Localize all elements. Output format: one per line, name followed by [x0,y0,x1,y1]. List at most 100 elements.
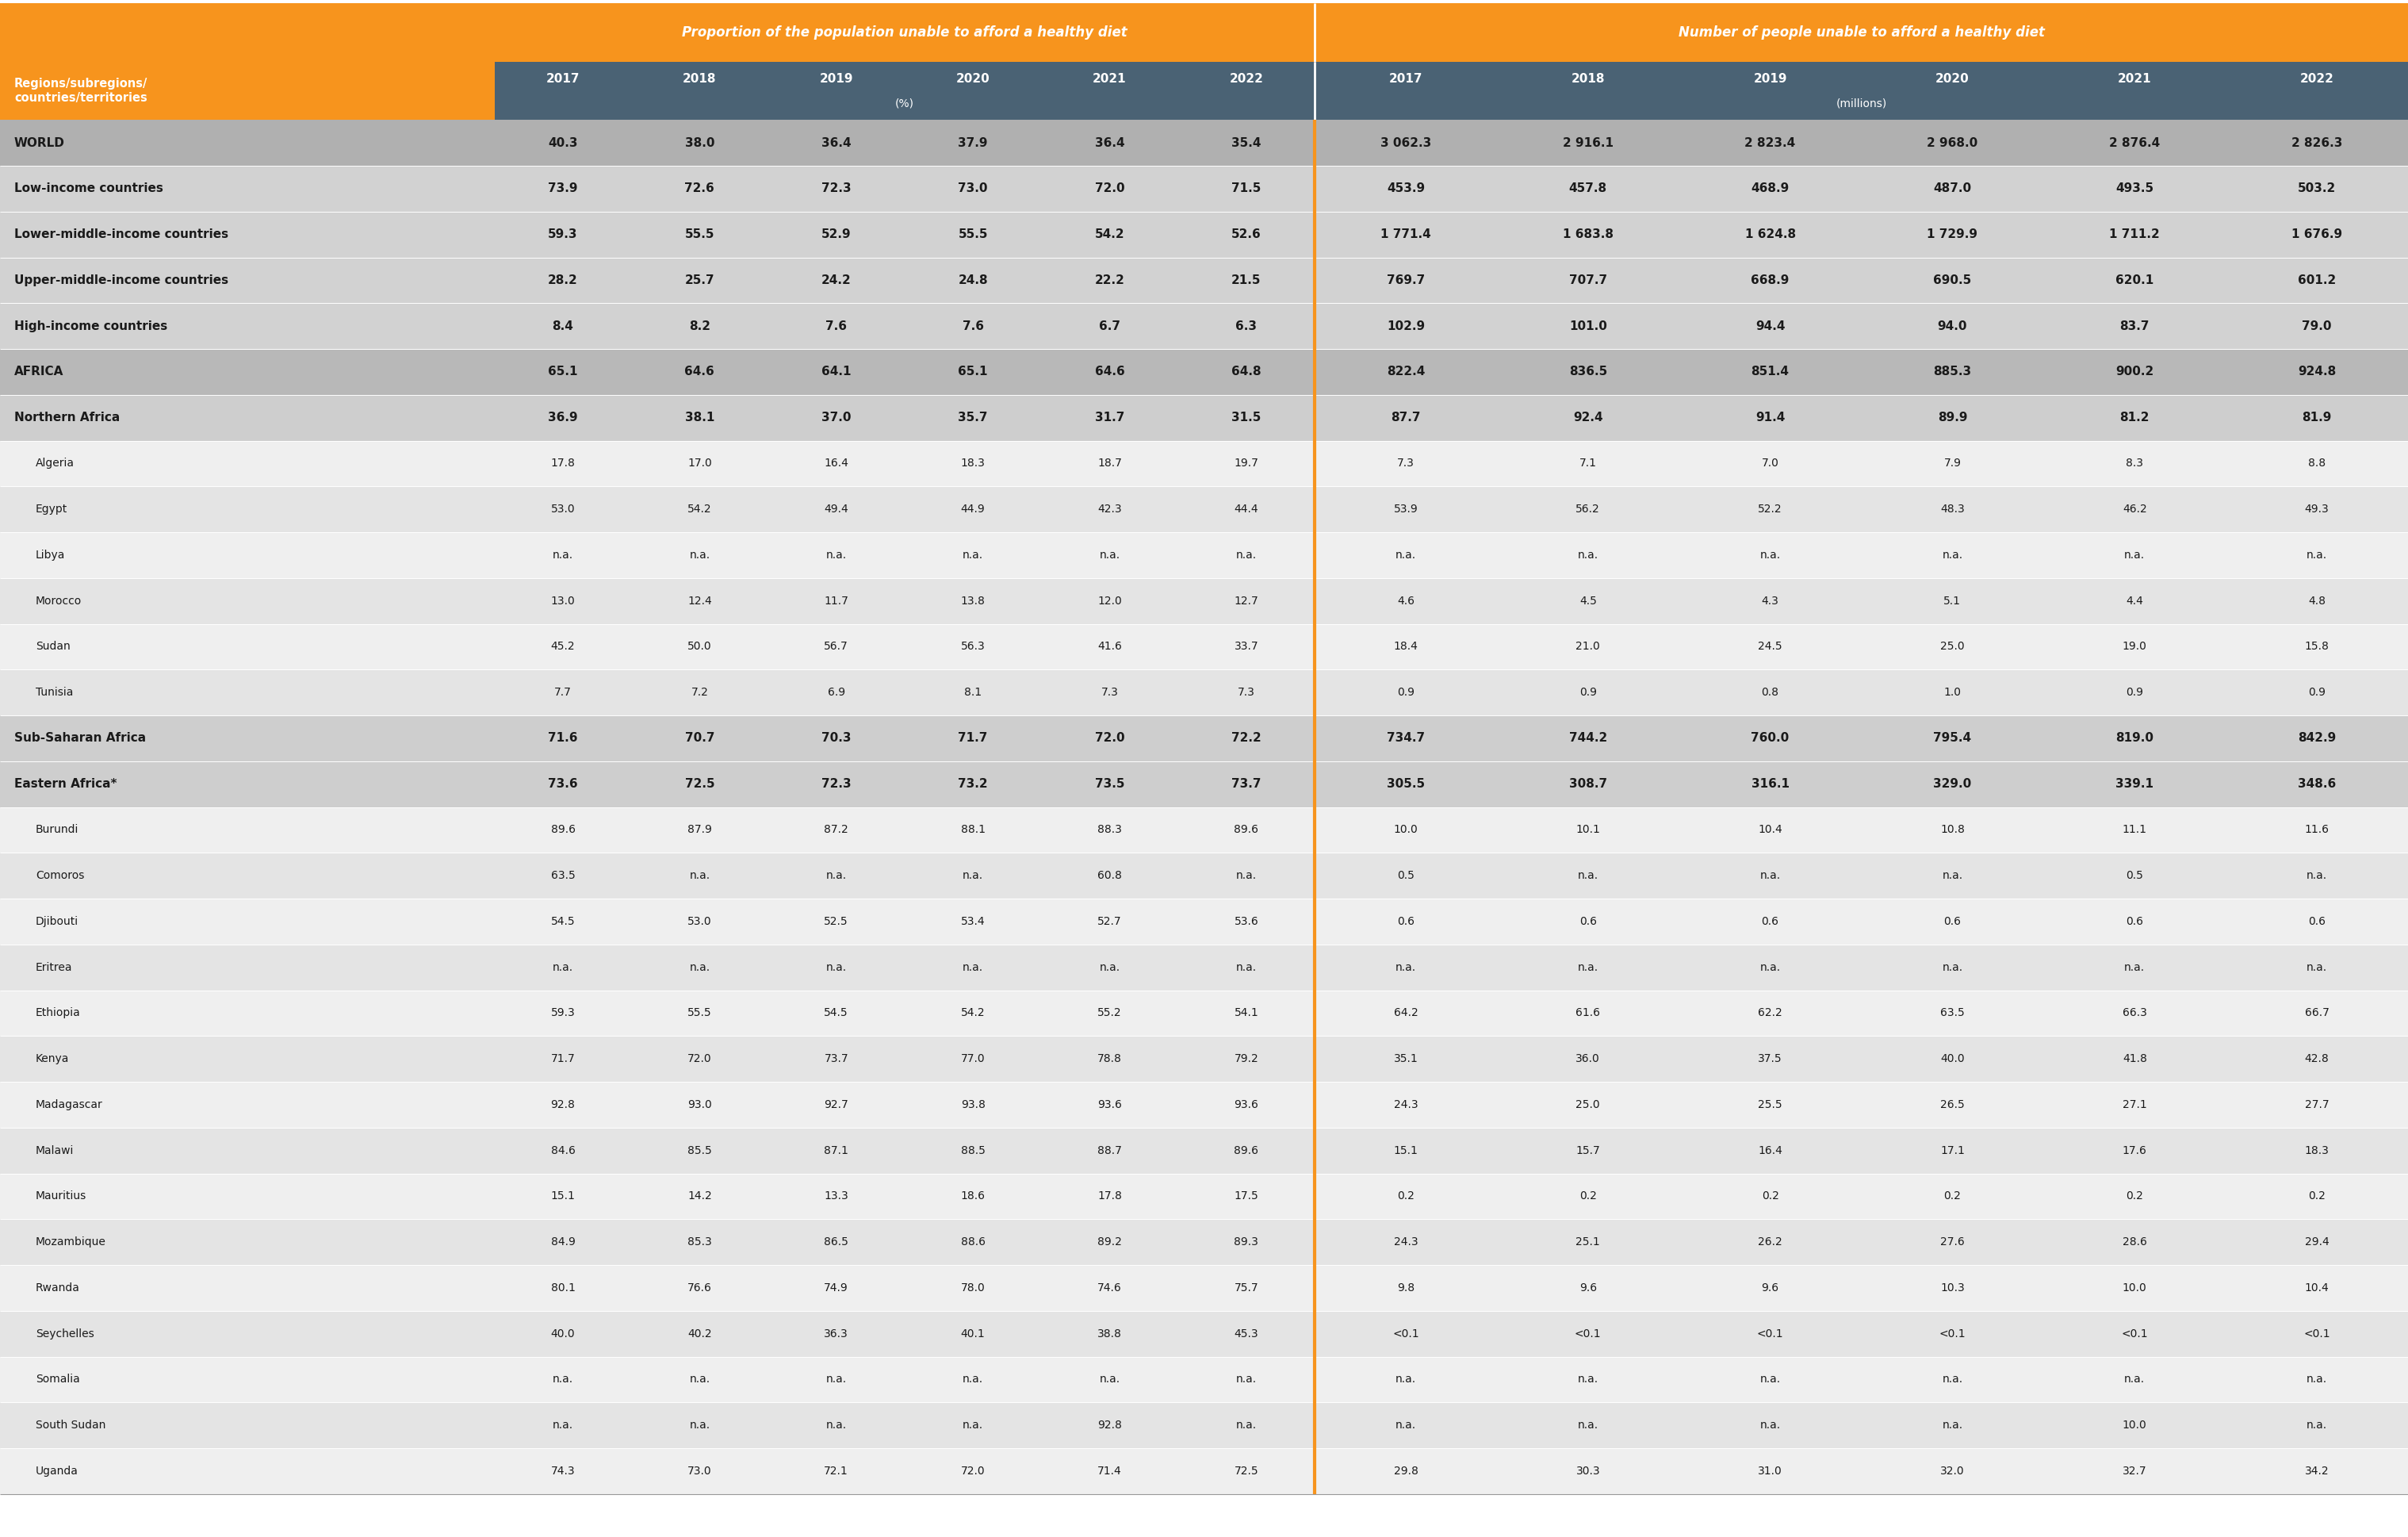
Text: n.a.: n.a. [2124,962,2146,973]
Text: 40.2: 40.2 [686,1328,713,1339]
Text: n.a.: n.a. [826,550,848,561]
Text: 71.5: 71.5 [1230,183,1262,195]
Text: 10.0: 10.0 [2121,1420,2148,1431]
Text: n.a.: n.a. [1100,550,1120,561]
Text: 10.0: 10.0 [1394,824,1418,836]
Text: 54.1: 54.1 [1235,1008,1259,1019]
Text: 2021: 2021 [1093,74,1127,85]
Text: 7.6: 7.6 [963,320,982,332]
Text: Uganda: Uganda [36,1466,79,1477]
Text: 25.7: 25.7 [684,274,715,286]
Text: 6.3: 6.3 [1235,320,1257,332]
Text: 21.0: 21.0 [1575,641,1601,652]
Text: 6.9: 6.9 [828,687,845,698]
Bar [0,624,2408,670]
Bar [0,1448,2408,1494]
Text: Tunisia: Tunisia [36,687,72,698]
Text: 8.8: 8.8 [2309,458,2326,469]
Text: 93.8: 93.8 [961,1099,985,1110]
Text: 44.4: 44.4 [1235,504,1259,515]
Text: <0.1: <0.1 [1758,1328,1784,1339]
Text: n.a.: n.a. [1235,1374,1257,1385]
Text: 60.8: 60.8 [1098,870,1122,881]
Text: Upper-middle-income countries: Upper-middle-income countries [14,274,229,286]
Bar [0,166,2408,212]
Text: 73.2: 73.2 [958,778,987,790]
Text: 2022: 2022 [2300,74,2333,85]
Bar [0,1219,2408,1265]
Text: 29.4: 29.4 [2304,1237,2329,1248]
Text: 11.7: 11.7 [824,595,848,607]
Text: n.a.: n.a. [689,962,710,973]
Bar [0,1128,2408,1173]
Bar [0,61,494,120]
Text: n.a.: n.a. [963,870,982,881]
Text: 92.4: 92.4 [1572,412,1604,424]
Text: 72.0: 72.0 [1096,732,1125,744]
Text: n.a.: n.a. [1235,550,1257,561]
Text: 0.2: 0.2 [1580,1191,1597,1202]
Text: 18.4: 18.4 [1394,641,1418,652]
Text: 70.7: 70.7 [684,732,715,744]
Text: 53.9: 53.9 [1394,504,1418,515]
Text: n.a.: n.a. [826,870,848,881]
Text: 26.5: 26.5 [1941,1099,1965,1110]
Text: 40.0: 40.0 [1941,1053,1965,1065]
Text: n.a.: n.a. [1943,962,1963,973]
Text: 45.2: 45.2 [551,641,576,652]
Text: 15.8: 15.8 [2304,641,2329,652]
Bar [0,1311,2408,1357]
Text: 12.0: 12.0 [1098,595,1122,607]
Text: n.a.: n.a. [689,550,710,561]
Text: 2017: 2017 [1389,74,1423,85]
Text: 44.9: 44.9 [961,504,985,515]
Bar [0,990,2408,1036]
Text: 842.9: 842.9 [2297,732,2336,744]
Bar [0,1265,2408,1311]
Text: n.a.: n.a. [1100,1374,1120,1385]
Text: 0.9: 0.9 [2309,687,2326,698]
Text: 0.2: 0.2 [1397,1191,1413,1202]
Text: 493.5: 493.5 [2117,183,2153,195]
Text: n.a.: n.a. [1100,962,1120,973]
Text: 80.1: 80.1 [551,1282,576,1294]
Text: 12.4: 12.4 [686,595,713,607]
Text: 36.0: 36.0 [1575,1053,1601,1065]
Text: 21.5: 21.5 [1230,274,1262,286]
Text: 17.8: 17.8 [1098,1191,1122,1202]
Text: n.a.: n.a. [1394,962,1416,973]
Text: 36.3: 36.3 [824,1328,848,1339]
Text: 1 729.9: 1 729.9 [1926,229,1977,240]
Text: Seychelles: Seychelles [36,1328,94,1339]
Text: 25.0: 25.0 [1941,641,1965,652]
Text: 83.7: 83.7 [2119,320,2150,332]
Text: 50.0: 50.0 [686,641,713,652]
Text: 37.5: 37.5 [1758,1053,1782,1065]
Text: n.a.: n.a. [2307,870,2326,881]
Text: 89.6: 89.6 [1233,824,1259,836]
Text: n.a.: n.a. [1577,1420,1599,1431]
Text: 71.4: 71.4 [1098,1466,1122,1477]
Text: 41.8: 41.8 [2121,1053,2148,1065]
Bar [0,486,2408,532]
Text: n.a.: n.a. [689,1374,710,1385]
Text: 81.2: 81.2 [2119,412,2150,424]
Text: 72.3: 72.3 [821,183,850,195]
Bar [0,441,2408,486]
Text: 89.9: 89.9 [1938,412,1967,424]
Text: n.a.: n.a. [1943,550,1963,561]
Bar [0,578,2408,624]
Text: 7.3: 7.3 [1238,687,1255,698]
Text: 4.3: 4.3 [1763,595,1780,607]
Text: 15.1: 15.1 [551,1191,576,1202]
Text: Somalia: Somalia [36,1374,79,1385]
Text: 0.2: 0.2 [2126,1191,2143,1202]
Text: 900.2: 900.2 [2117,366,2153,378]
Text: Sub-Saharan Africa: Sub-Saharan Africa [14,732,147,744]
Bar [0,1402,2408,1448]
Text: 601.2: 601.2 [2297,274,2336,286]
Text: 35.1: 35.1 [1394,1053,1418,1065]
Text: 5.1: 5.1 [1943,595,1960,607]
Text: n.a.: n.a. [1760,870,1780,881]
Text: 24.2: 24.2 [821,274,852,286]
